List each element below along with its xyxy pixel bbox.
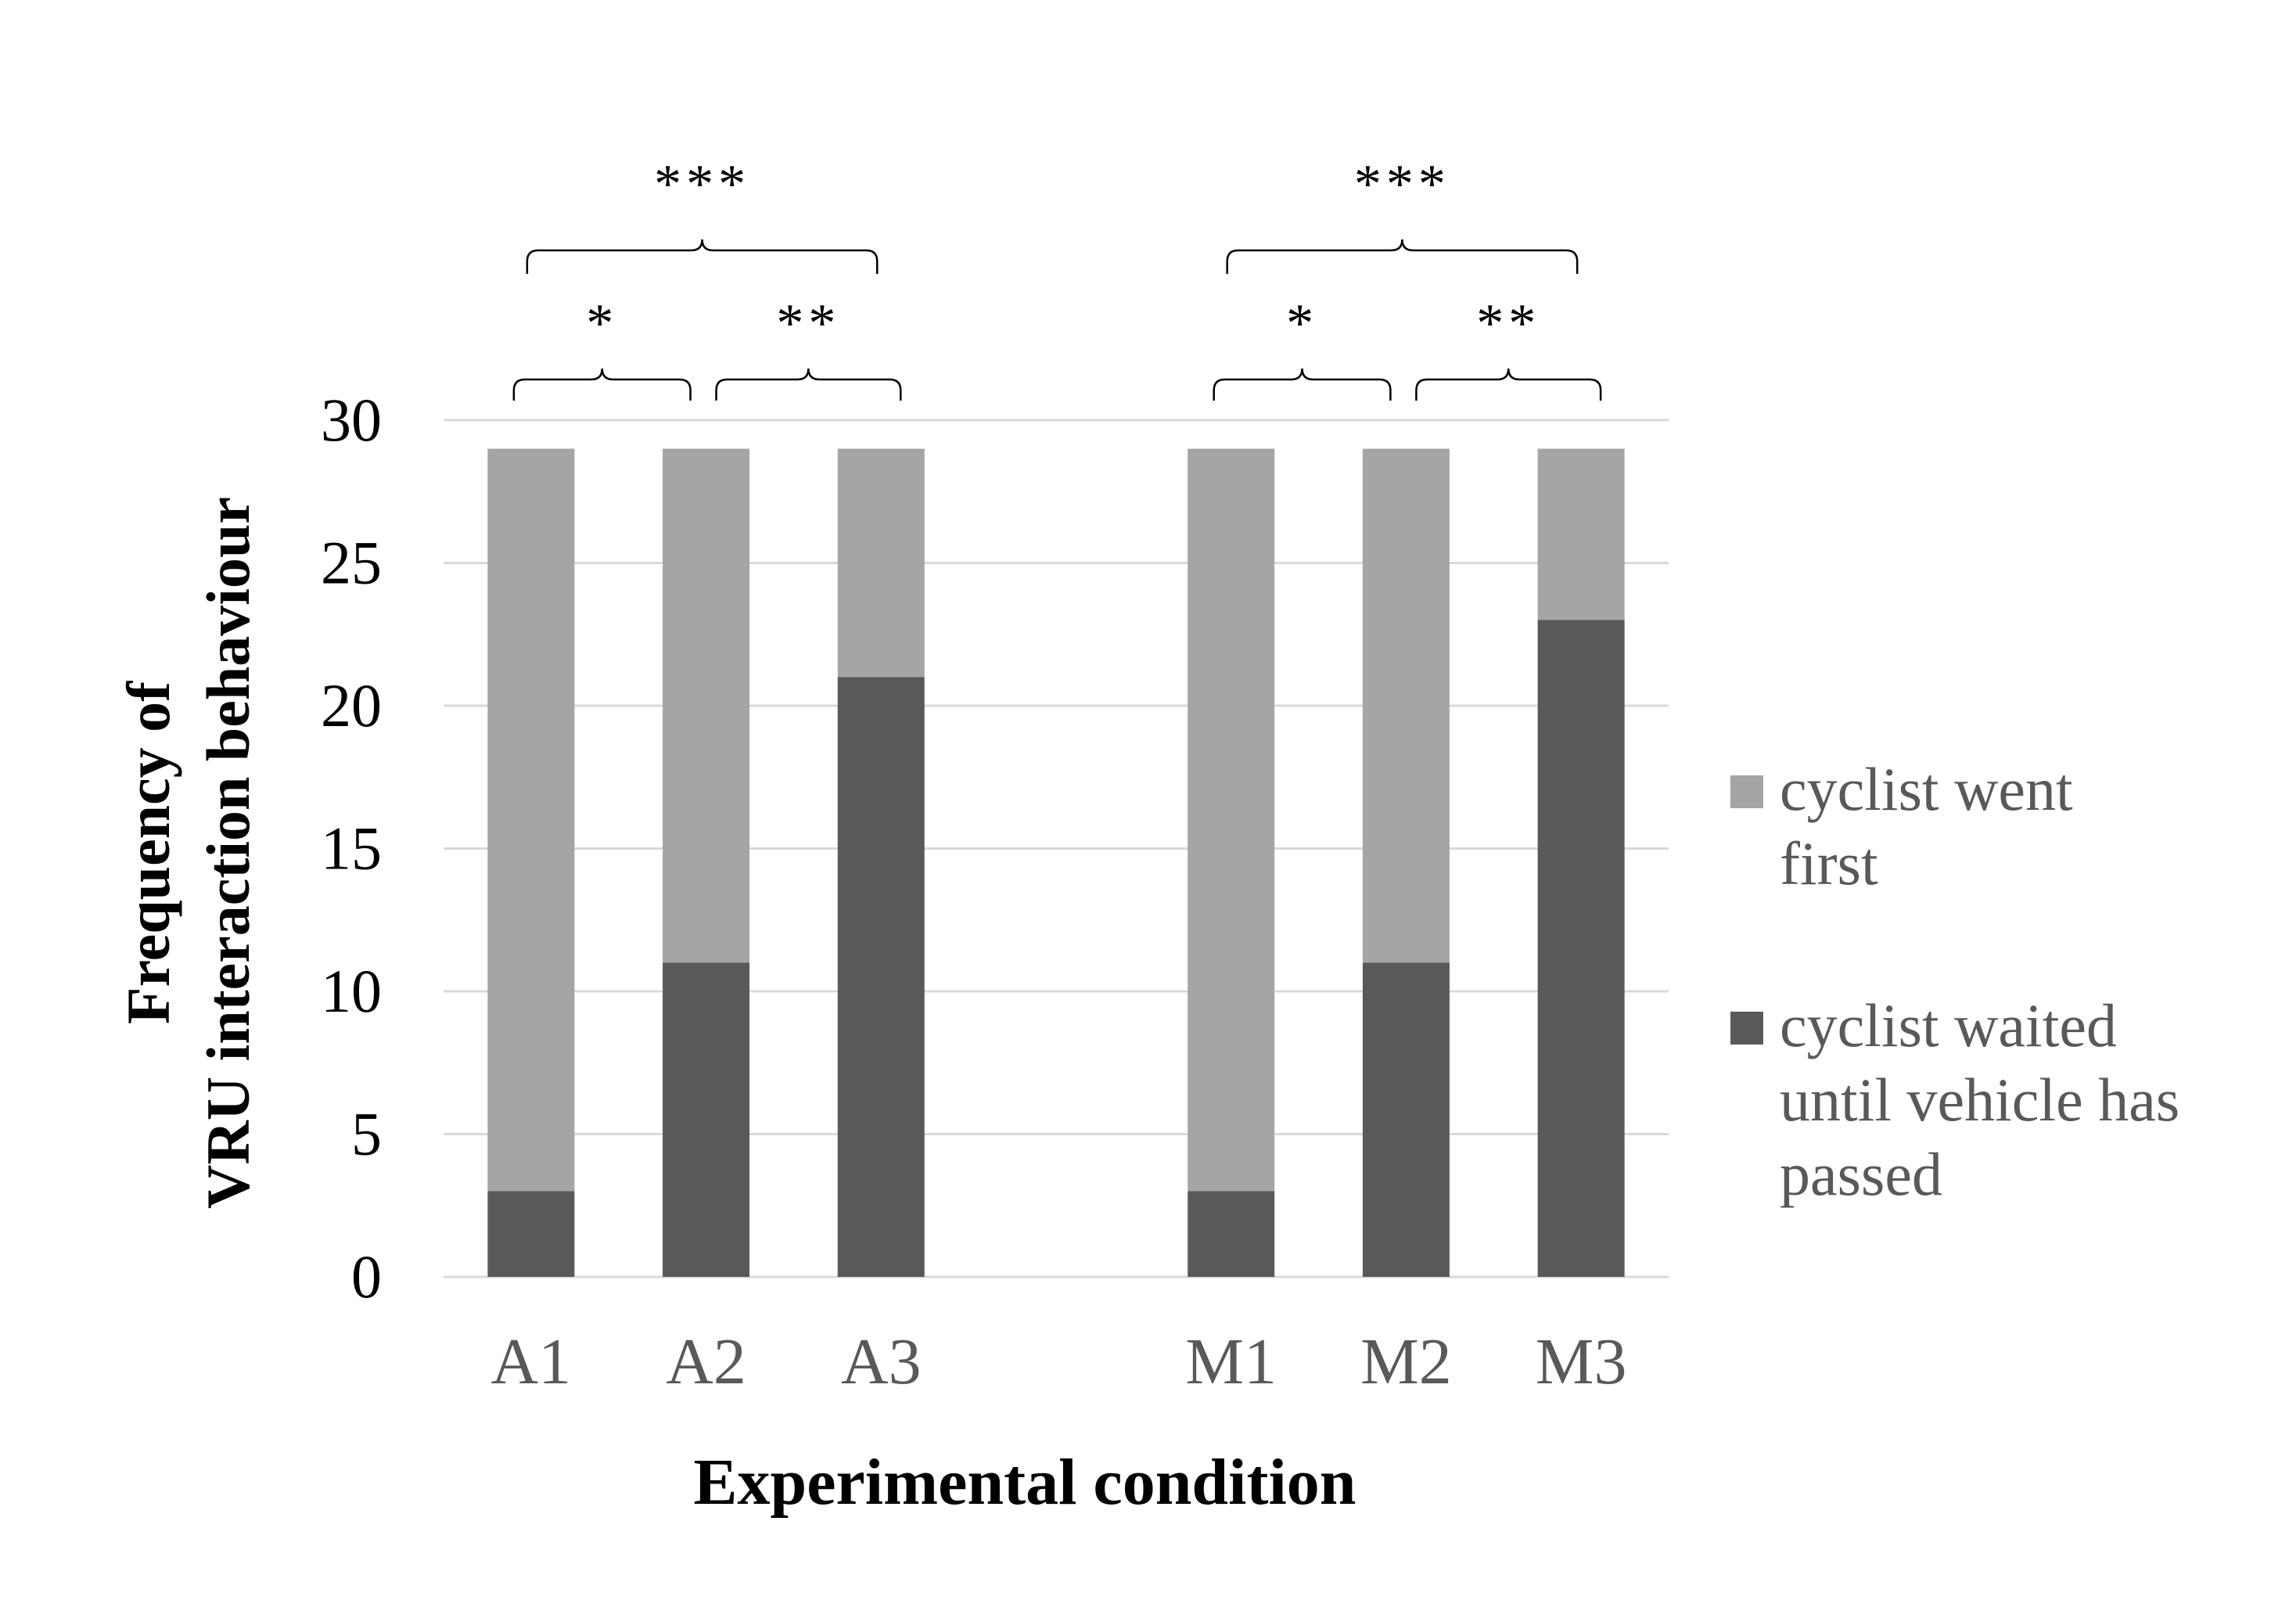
significance-bracket <box>1213 368 1392 401</box>
bar-segment <box>1537 620 1625 1277</box>
legend-swatch <box>1730 775 1763 808</box>
bar-segment <box>487 448 575 1192</box>
x-tick-label: M1 <box>1185 1325 1277 1398</box>
x-tick-label: A1 <box>491 1325 572 1398</box>
significance-stars: ** <box>1476 293 1540 354</box>
x-tick-label: A2 <box>666 1325 746 1398</box>
significance-stars: *** <box>654 154 750 214</box>
y-tick-labels: 0 5 10 15 20 25 30 <box>321 386 382 1311</box>
significance-stars: *** <box>1354 154 1450 214</box>
y-tick-label: 5 <box>351 1100 382 1168</box>
significance-stars: ** <box>776 293 840 354</box>
bar-segment <box>663 962 750 1277</box>
significance-annotations: * ****** ***** <box>512 154 1602 401</box>
bar-segment <box>1188 448 1275 1192</box>
x-axis-title: Experimental condition <box>693 1446 1356 1519</box>
bar-segment <box>1362 448 1450 963</box>
y-axis-title-line-1: Frequency of <box>114 681 182 1024</box>
significance-bracket <box>1226 239 1579 274</box>
y-tick-label: 15 <box>321 814 382 883</box>
bar-segment <box>837 677 925 1277</box>
legend-label: cyclist went <box>1780 755 2073 823</box>
bar-segment <box>663 448 750 963</box>
x-tick-label: M2 <box>1360 1325 1452 1398</box>
legend-label: first <box>1780 829 1878 897</box>
y-tick-label: 30 <box>321 386 382 454</box>
significance-bracket <box>715 368 902 401</box>
y-tick-label: 25 <box>321 529 382 597</box>
y-tick-label: 10 <box>321 957 382 1025</box>
legend-label: until vehicle has <box>1780 1066 2179 1134</box>
y-axis-title-line-2: VRU interaction behaviour <box>194 497 262 1209</box>
significance-stars: * <box>586 293 618 354</box>
bar-segment <box>837 448 925 678</box>
significance-stars: * <box>1286 293 1318 354</box>
bar-segment <box>487 1191 575 1277</box>
y-axis-title: Frequency of VRU interaction behaviour <box>114 497 262 1209</box>
bar-segment <box>1537 448 1625 620</box>
y-tick-label: 0 <box>351 1242 382 1311</box>
significance-bracket <box>526 239 879 274</box>
significance-bracket <box>1415 368 1602 401</box>
gridlines <box>444 419 1669 1278</box>
significance-bracket <box>512 368 692 401</box>
x-tick-label: M3 <box>1536 1325 1627 1398</box>
bar-segment <box>1188 1191 1275 1277</box>
x-tick-label: A3 <box>841 1325 922 1398</box>
legend-swatch <box>1730 1012 1763 1045</box>
bar-segment <box>1362 962 1450 1277</box>
legend-label: cyclist waited <box>1780 991 2117 1059</box>
y-tick-label: 20 <box>321 671 382 739</box>
x-tick-labels: A1 A2 A3 M1 M2 M3 <box>491 1325 1627 1398</box>
legend-label: passed <box>1780 1140 1942 1208</box>
bars <box>487 448 1625 1277</box>
